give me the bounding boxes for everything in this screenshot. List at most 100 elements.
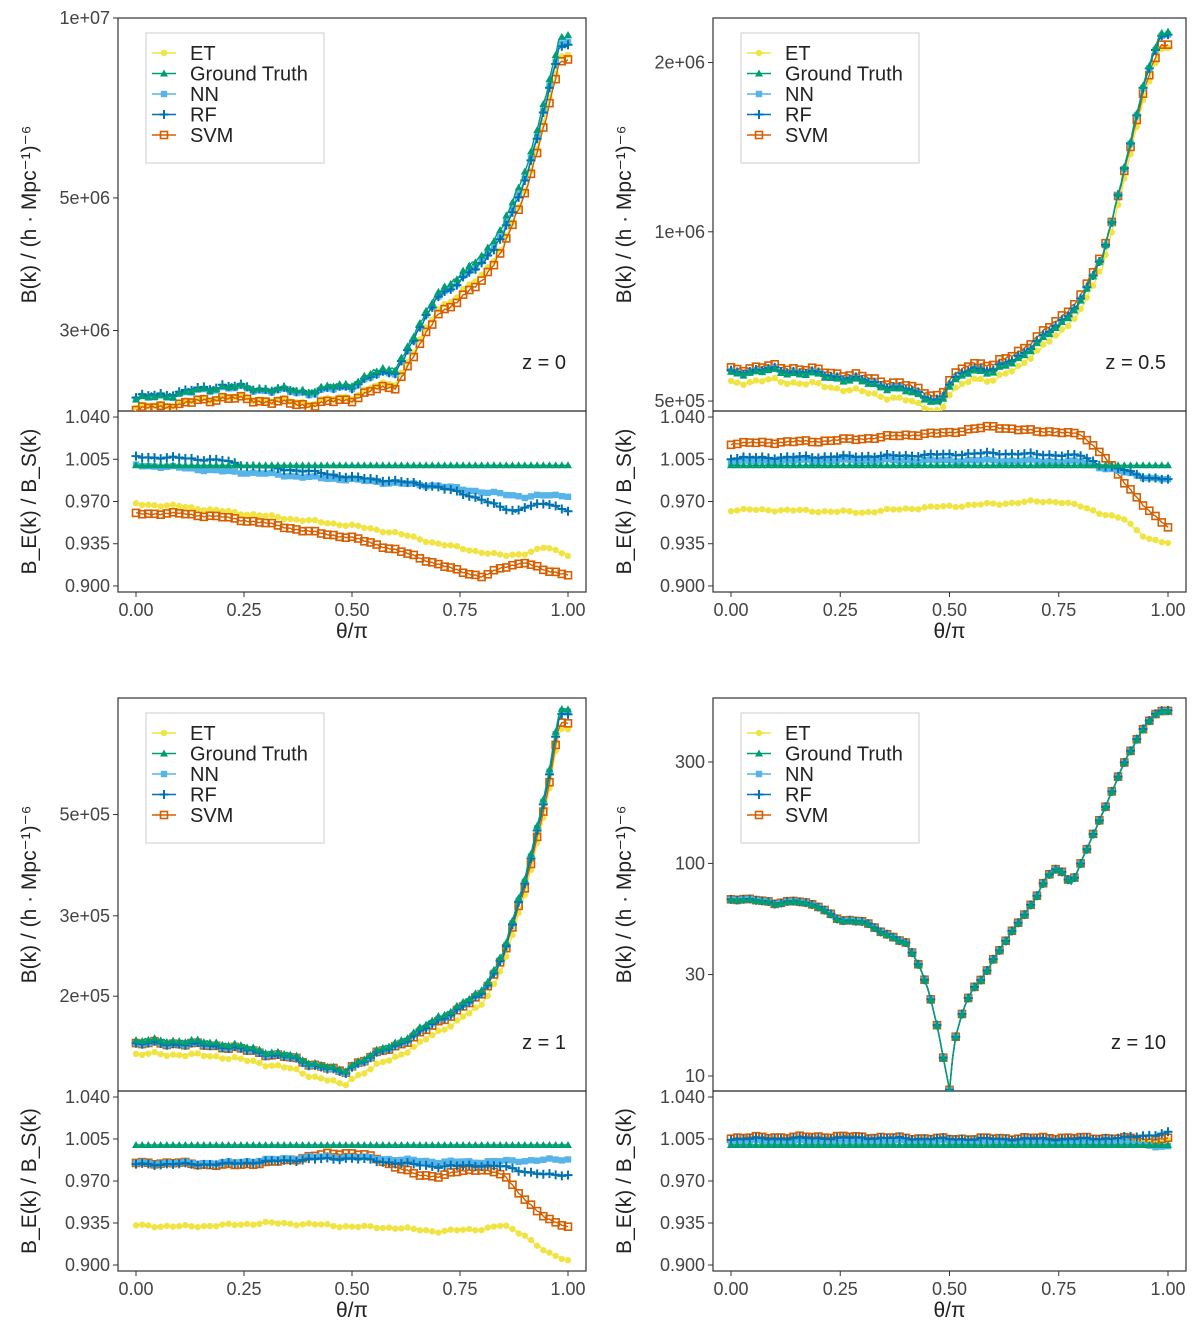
chart-panel-2: 5e+05 1e+06 2e+06 0.900 0.935 0.970 1.005 1.040… [613,17,1187,643]
y-tick-label: 3e+05 [59,906,110,926]
ratio-y-tick-label: 1.005 [660,1129,705,1149]
legend-item-rf: RF [152,785,217,807]
chart-panel-1: 3e+06 5e+06 1e+07 0.900 0.935 0.970 1.005 1.040… [18,8,587,643]
x-tick-label: 0.50 [932,1279,967,1299]
y-axis-label: B(k) / (h · Mpc⁻¹)⁻⁶ [613,126,636,304]
x-axis-label: θ/π [933,620,965,643]
ratio-curves [726,1127,1173,1151]
legend-item-ground-truth: Ground Truth [152,64,308,86]
x-tick-label: 0.75 [442,1279,477,1299]
legend-item-nn: NN [747,764,814,786]
chart-panel-3: 2e+05 3e+05 5e+05 0.900 0.935 0.970 1.005 1.040… [18,697,587,1322]
legend-item-et: ET [747,723,811,745]
redshift-annotation: z = 0 [522,352,566,374]
x-tick-label: 0.50 [334,600,369,620]
ratio-y-tick-label: 0.900 [65,1255,110,1275]
x-axis-label: θ/π [336,1299,368,1322]
legend-item-svm: SVM [152,805,233,827]
y-tick-label: 5e+05 [654,391,705,411]
bispectrum-curves [131,705,573,1089]
legend-label: Ground Truth [785,64,903,86]
legend-label: RF [190,105,217,127]
legend-label: NN [785,84,814,106]
legend-label: Ground Truth [190,64,308,86]
x-tick-label: 1.00 [1150,1279,1185,1299]
legend-box [145,712,325,844]
ratio-y-tick-label: 1.040 [660,1087,705,1107]
ratio-y-tick-label: 0.970 [660,492,705,512]
ratio-series-et [727,497,1172,547]
legend-item-ground-truth: Ground Truth [747,64,903,86]
y-tick-label: 30 [685,965,705,985]
ratio-y-tick-label: 0.900 [660,576,705,596]
legend-item-rf: RF [152,105,217,127]
series-ground-truth [132,705,572,1075]
legend-label: SVM [190,125,233,147]
legend-item-svm: SVM [747,805,828,827]
legend-label: SVM [190,805,233,827]
ratio-y-tick-label: 0.935 [660,1213,705,1233]
x-tick-label: 0.25 [823,1279,858,1299]
x-tick-label: 0.50 [334,1279,369,1299]
legend-item-svm: SVM [747,125,828,147]
x-tick-label: 1.00 [1150,600,1185,620]
x-tick-label: 0.75 [1041,1279,1076,1299]
y-axis-label: B(k) / (h · Mpc⁻¹)⁻⁶ [18,126,41,304]
y-axis-label: B(k) / (h · Mpc⁻¹)⁻⁶ [18,806,41,984]
x-axis-label: θ/π [933,1299,965,1322]
x-tick-label: 0.00 [118,1279,153,1299]
ratio-series-rf [726,447,1173,484]
legend-label: NN [190,84,219,106]
ratio-series-rf [131,1153,573,1181]
legend-label: Ground Truth [190,744,308,766]
ratio-series-svm [131,507,573,582]
legend-item-nn: NN [152,84,219,106]
chart-panel-4: 10 30 100 300 0.900 0.935 0.970 1.005 1.040 0.00 0… [613,697,1187,1322]
ratio-y-axis-label: B_E(k) / B_S(k) [613,429,636,575]
ratio-y-tick-label: 1.040 [660,407,705,427]
y-tick-label: 3e+06 [59,320,110,340]
legend-item-et: ET [152,723,216,745]
y-tick-label: 100 [675,853,705,873]
x-tick-label: 0.75 [442,600,477,620]
x-tick-label: 0.50 [932,600,967,620]
x-tick-label: 0.00 [118,600,153,620]
legend-label: NN [785,764,814,786]
legend-label: RF [785,105,812,127]
legend-label: SVM [785,805,828,827]
bispectrum-curves [726,27,1173,411]
redshift-annotation: z = 10 [1111,1032,1166,1054]
ratio-series-ground-truth [727,461,1172,469]
legend-item-rf: RF [747,785,812,807]
ratio-y-tick-label: 0.935 [660,534,705,554]
series-ground-truth [727,707,1172,1091]
ratio-curves [131,1141,573,1264]
bispectrum-curves [131,30,573,411]
bispectrum-curves [726,705,1173,1091]
y-tick-label: 1e+07 [59,8,110,28]
ratio-y-tick-label: 0.900 [65,576,110,596]
ratio-y-tick-label: 1.040 [65,407,110,427]
x-tick-label: 0.00 [713,1279,748,1299]
ratio-series-ground-truth [132,1141,572,1148]
x-tick-label: 1.00 [550,600,585,620]
legend-item-et: ET [152,43,216,65]
ratio-series-et [132,500,572,560]
series-et [727,44,1172,411]
x-tick-label: 0.25 [823,600,858,620]
series-ground-truth [132,30,572,403]
legend-label: RF [785,785,812,807]
ratio-y-axis-label: B_E(k) / B_S(k) [18,1108,41,1254]
legend-label: ET [785,723,811,745]
x-tick-label: 1.00 [550,1279,585,1299]
ratio-y-tick-label: 0.970 [65,492,110,512]
ratio-y-axis-label: B_E(k) / B_S(k) [613,1108,636,1254]
y-tick-label: 2e+05 [59,986,110,1006]
legend-label: RF [190,785,217,807]
ratio-series-svm [726,421,1173,532]
x-tick-label: 0.00 [713,600,748,620]
